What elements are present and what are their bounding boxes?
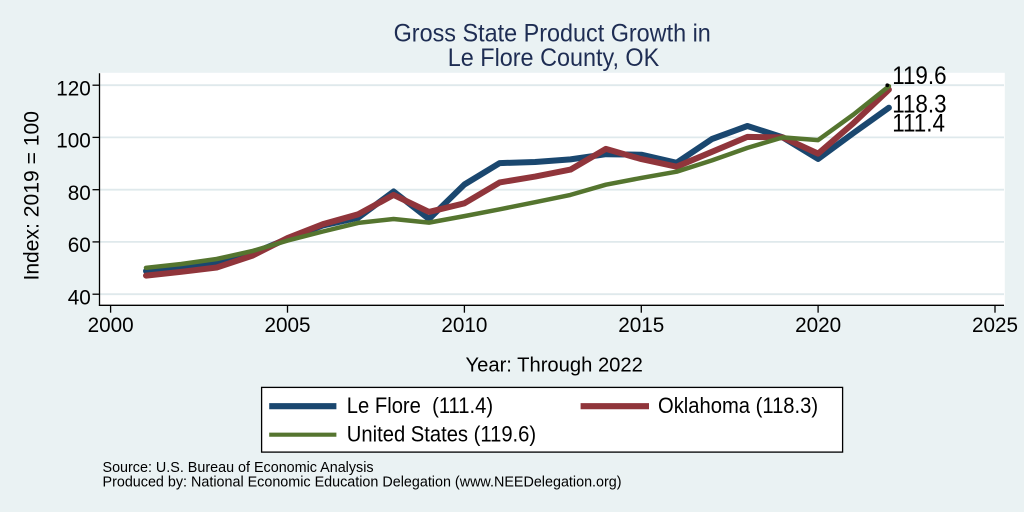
svg-text:Source: U.S. Bureau of Economi: Source: U.S. Bureau of Economic Analysis — [103, 460, 374, 476]
svg-text:2005: 2005 — [264, 314, 310, 337]
svg-text:100: 100 — [56, 129, 91, 152]
svg-text:2000: 2000 — [88, 314, 134, 337]
svg-text:Year: Through 2022: Year: Through 2022 — [466, 355, 643, 377]
svg-text:Le Flore County, OK: Le Flore County, OK — [448, 44, 659, 72]
svg-text:Oklahoma (118.3): Oklahoma (118.3) — [658, 395, 818, 419]
svg-text:119.6: 119.6 — [892, 62, 946, 91]
svg-text:118.3: 118.3 — [892, 90, 946, 119]
svg-text:Produced by: National Economic: Produced by: National Economic Education… — [103, 475, 622, 491]
svg-text:120: 120 — [56, 77, 91, 100]
svg-text:Le Flore (111.4): Le Flore (111.4) — [347, 395, 493, 419]
svg-text:2010: 2010 — [441, 314, 487, 337]
svg-text:Index: 2019 = 100: Index: 2019 = 100 — [21, 111, 44, 280]
svg-text:United States (119.6): United States (119.6) — [347, 423, 536, 447]
svg-text:2015: 2015 — [618, 314, 664, 337]
svg-text:Gross State Product Growth in: Gross State Product Growth in — [394, 20, 711, 48]
svg-text:80: 80 — [68, 182, 91, 205]
svg-text:60: 60 — [68, 234, 91, 257]
svg-text:2025: 2025 — [972, 314, 1018, 337]
svg-text:2020: 2020 — [795, 314, 841, 337]
svg-text:40: 40 — [68, 286, 91, 309]
svg-text:111.4: 111.4 — [892, 109, 945, 138]
